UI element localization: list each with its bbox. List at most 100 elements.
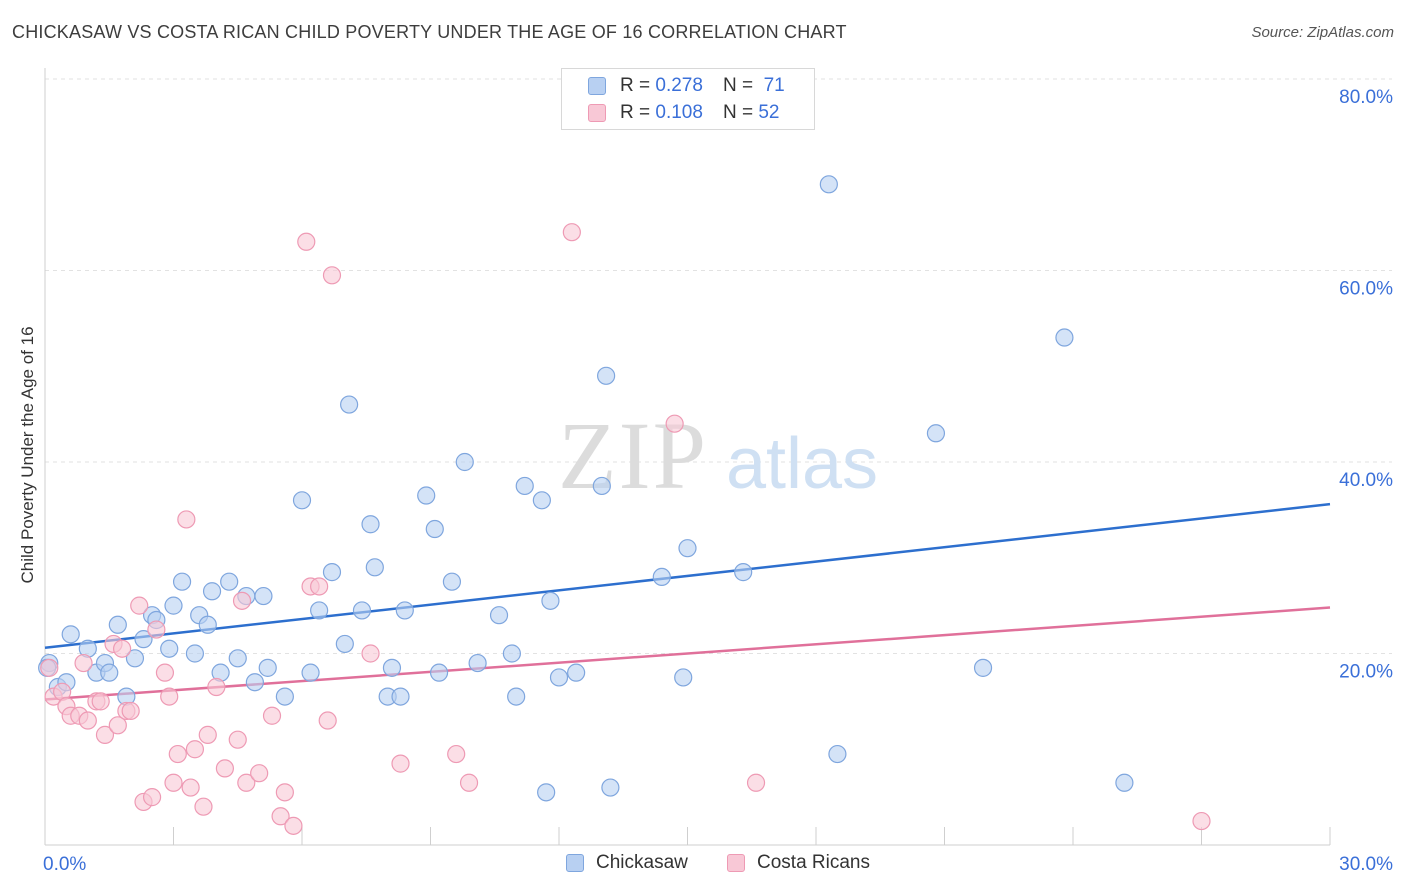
- chickasaw-point: [1055, 328, 1074, 347]
- tick-labels: 20.0% 40.0% 60.0% 80.0% 0.0% 30.0%: [43, 87, 1393, 875]
- chickasaw-point: [926, 424, 946, 443]
- chickasaw-point: [734, 563, 753, 582]
- costa-ricans-point: [250, 764, 269, 783]
- chickasaw-point: [258, 658, 277, 677]
- n-value: 71: [763, 75, 785, 96]
- stats-row-costa-ricans: R = 0.108 N = 52: [588, 100, 779, 126]
- watermark: ZIP atlas: [558, 402, 878, 509]
- n-value: 52: [758, 102, 780, 123]
- chickasaw-point: [352, 601, 372, 620]
- chickasaw-point: [395, 601, 414, 620]
- costa-ricans-point: [91, 692, 110, 711]
- costa-ricans-swatch: [588, 104, 606, 122]
- chickasaw-point: [442, 572, 462, 591]
- chickasaw-point: [198, 615, 217, 634]
- costa-ricans-point: [164, 773, 183, 792]
- costa-ricans-point: [297, 232, 316, 251]
- chickasaw-point: [61, 625, 80, 644]
- chickasaw-point: [425, 519, 444, 539]
- chickasaw-point: [100, 663, 119, 682]
- y-tick-label: 60.0%: [1339, 279, 1393, 300]
- y-tick-label: 20.0%: [1339, 662, 1393, 683]
- data-points: [38, 175, 1211, 835]
- chickasaw-swatch: [588, 77, 606, 95]
- watermark-atlas: atlas: [726, 424, 878, 504]
- costa-ricans-point: [181, 778, 200, 797]
- r-label: R =: [620, 75, 651, 96]
- costa-ricans-point: [78, 711, 97, 730]
- legend-item-chickasaw: Chickasaw: [566, 852, 688, 874]
- chickasaw-point: [292, 491, 312, 510]
- costa-ricans-point: [108, 716, 127, 735]
- legend-label: Chickasaw: [596, 852, 688, 873]
- chickasaw-point: [567, 663, 586, 682]
- costa-ricans-point: [275, 783, 294, 802]
- costa-ricans-point: [459, 773, 479, 792]
- costa-ricans-point: [361, 644, 380, 663]
- costa-ricans-point: [262, 706, 282, 725]
- r-label: R =: [620, 102, 651, 123]
- costa-ricans-point: [215, 759, 234, 778]
- costa-ricans-point: [155, 663, 175, 682]
- n-label: N =: [722, 75, 754, 96]
- chickasaw-point: [335, 634, 354, 654]
- stats-legend: R = 0.278 N = 71 R = 0.108 N = 52: [561, 68, 815, 130]
- costa-ricans-point: [160, 687, 179, 706]
- chickasaw-point: [601, 778, 620, 797]
- source-label: Source: ZipAtlas.com: [1251, 24, 1394, 41]
- chickasaw-point: [185, 644, 205, 663]
- chickasaw-point: [652, 567, 671, 587]
- y-tick-label: 40.0%: [1339, 470, 1393, 491]
- costa-ricans-point: [665, 414, 684, 433]
- stats-row-chickasaw: R = 0.278 N = 71: [588, 73, 785, 99]
- chickasaw-point: [365, 558, 384, 577]
- chickasaw-point: [417, 486, 436, 505]
- costa-ricans-point: [177, 510, 196, 529]
- chickasaw-point: [361, 515, 380, 534]
- costa-ricans-point: [130, 596, 149, 615]
- chickasaw-point: [164, 596, 183, 615]
- chickasaw-point: [489, 606, 509, 625]
- chickasaw-point: [228, 649, 247, 668]
- chickasaw-point: [202, 582, 222, 601]
- costa-ricans-point: [198, 725, 217, 744]
- r-value: 0.278: [655, 75, 703, 96]
- x-tick-label-min: 0.0%: [43, 854, 86, 875]
- legend-label: Costa Ricans: [757, 852, 870, 873]
- chickasaw-point: [973, 658, 993, 677]
- costa-ricans-point: [271, 807, 290, 826]
- chickasaw-point: [455, 452, 474, 472]
- chart-title: CHICKASAW VS COSTA RICAN CHILD POVERTY U…: [12, 22, 847, 42]
- costa-ricans-point: [74, 653, 93, 673]
- costa-ricans-point: [447, 744, 466, 764]
- costa-ricans-point: [112, 639, 132, 658]
- y-axis-label: Child Poverty Under the Age of 16: [18, 326, 37, 584]
- costa-ricans-point: [1192, 811, 1211, 831]
- chickasaw-point: [515, 476, 534, 496]
- chickasaw-point: [275, 687, 294, 706]
- chickasaw-point: [322, 563, 342, 582]
- costa-ricans-point: [562, 223, 581, 242]
- costa-ricans-legend-swatch: [727, 854, 745, 872]
- chickasaw-point: [108, 615, 127, 634]
- chickasaw-point: [254, 586, 273, 606]
- costa-ricans-point: [40, 658, 59, 677]
- costa-ricans-point: [228, 730, 247, 749]
- chickasaw-point: [391, 687, 410, 706]
- costa-ricans-point: [185, 740, 205, 759]
- chickasaw-point: [541, 591, 560, 610]
- chickasaw-point: [160, 639, 179, 658]
- chickasaw-point: [382, 658, 402, 677]
- costa-ricans-point: [318, 711, 337, 730]
- y-tick-label: 80.0%: [1339, 87, 1393, 108]
- chickasaw-point: [245, 673, 264, 692]
- chickasaw-point: [549, 668, 569, 687]
- costa-ricans-point: [95, 725, 115, 744]
- chickasaw-point: [468, 653, 487, 673]
- chickasaw-point: [532, 491, 551, 510]
- costa-ricans-point: [746, 773, 766, 792]
- costa-ricans-point: [142, 788, 162, 807]
- chickasaw-trend-line: [44, 502, 1331, 649]
- chickasaw-point: [301, 663, 320, 682]
